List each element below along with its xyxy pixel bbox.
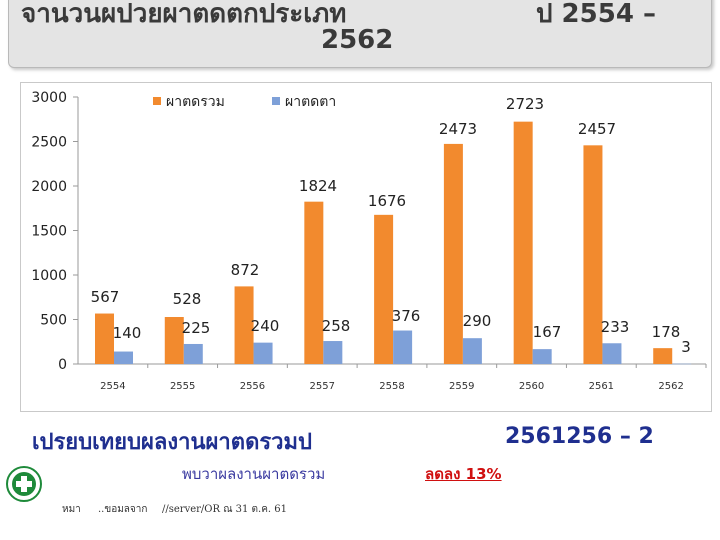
y-tick-label: 3000 <box>31 90 67 106</box>
data-label-eye: 258 <box>322 317 351 335</box>
y-tick-label: 1500 <box>31 224 67 240</box>
data-label-eye: 167 <box>533 323 562 341</box>
x-tick-label: 2562 <box>658 381 683 392</box>
bar-total-2560 <box>513 121 533 364</box>
bar-eye-2557 <box>323 341 343 364</box>
title-line-1-left: จานวนผปวยผาตดตกประเภท <box>21 0 347 29</box>
x-tick-label: 2560 <box>519 381 544 392</box>
comparison-subtitle: เปรยบเทยบผลงานผาตดรวมป <box>32 430 312 455</box>
data-label-total: 1676 <box>368 192 406 210</box>
bar-eye-2559 <box>462 338 482 364</box>
bar-eye-2560 <box>532 349 552 364</box>
y-tick-label: 500 <box>40 313 67 329</box>
y-tick-label: 1000 <box>31 268 67 284</box>
data-label-eye: 376 <box>392 307 421 325</box>
hospital-logo-icon <box>6 466 42 502</box>
bar-eye-2562 <box>672 363 692 365</box>
bar-eye-2554 <box>114 351 133 364</box>
data-label-total: 2457 <box>578 120 616 138</box>
data-label-total: 2723 <box>506 95 544 113</box>
y-tick-label: 0 <box>58 357 67 373</box>
data-label-eye: 3 <box>681 338 691 356</box>
data-label-eye: 233 <box>601 318 630 336</box>
summary-text: พบวาผลงานผาตดรวม <box>182 465 326 483</box>
bar-total-2556 <box>234 286 254 364</box>
legend-label: ผาตดรวม <box>166 94 225 110</box>
decrease-text: ลดลง 13% <box>425 465 502 483</box>
title-line-1-right: ป 2554 – <box>536 0 656 29</box>
bar-eye-2555 <box>183 343 203 364</box>
data-label-total: 872 <box>231 261 260 279</box>
footnote-3: //server/OR ณ 31 ต.ค. 61 <box>162 504 287 515</box>
x-tick-label: 2558 <box>379 381 404 392</box>
data-label-total: 2473 <box>439 120 477 138</box>
x-tick-label: 2561 <box>589 381 614 392</box>
legend-label: ผาตดตา <box>285 94 336 110</box>
bar-eye-2556 <box>253 342 273 364</box>
y-tick-label: 2000 <box>31 179 67 195</box>
data-label-eye: 290 <box>463 312 492 330</box>
data-label-eye: 240 <box>251 317 280 335</box>
x-tick-label: 2555 <box>170 381 195 392</box>
title-line-2: 2562 <box>321 25 394 55</box>
data-label-total: 178 <box>652 323 681 341</box>
y-tick-label: 2500 <box>31 135 67 151</box>
bar-total-2561 <box>583 145 603 364</box>
data-label-total: 528 <box>173 290 202 308</box>
x-tick-label: 2559 <box>449 381 474 392</box>
bar-total-2558 <box>374 214 394 364</box>
legend-swatch <box>153 97 161 105</box>
bar-total-2559 <box>443 143 463 364</box>
footnote-2: ..ขอมลจาก <box>98 504 148 515</box>
footnote-1: หมา <box>62 504 81 515</box>
data-label-total: 567 <box>91 288 120 306</box>
legend-swatch <box>272 97 280 105</box>
bar-total-2554 <box>95 313 114 364</box>
bar-total-2555 <box>164 317 184 364</box>
data-label-eye: 225 <box>182 319 211 337</box>
bar-eye-2561 <box>602 343 622 364</box>
data-label-eye: 140 <box>113 324 142 342</box>
bar-total-2557 <box>304 201 324 364</box>
x-tick-label: 2557 <box>309 381 334 392</box>
title-banner: จานวนผปวยผาตดตกประเภท ป 2554 – 2562 <box>8 0 712 68</box>
x-tick-label: 2554 <box>100 381 125 392</box>
bar-total-2562 <box>653 348 673 364</box>
x-tick-label: 2556 <box>240 381 265 392</box>
comparison-years: 2561256 – 2 <box>505 424 654 449</box>
bar-eye-2558 <box>393 330 413 364</box>
data-label-total: 1824 <box>299 177 337 195</box>
